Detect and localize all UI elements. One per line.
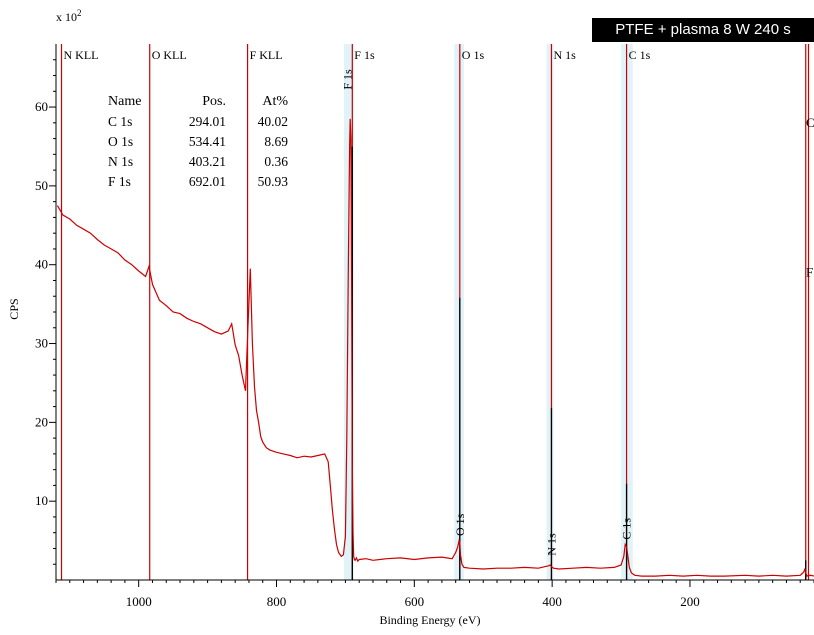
quant-cell-atpct: 50.93 — [257, 174, 288, 189]
quant-cell-pos: 692.01 — [188, 174, 226, 189]
marker-label: F KLL — [250, 48, 283, 62]
region-bands — [344, 44, 633, 580]
quant-cell-name: C 1s — [108, 114, 133, 129]
y-tick-label: 20 — [35, 414, 48, 429]
y-axis-title: CPS — [7, 298, 21, 320]
quant-cell-atpct: 40.02 — [257, 114, 288, 129]
marker-label: N 1s — [553, 48, 576, 62]
quant-cell-name: O 1s — [108, 134, 134, 149]
multiplier-power: 2 — [77, 8, 82, 18]
quant-cell-name: F 1s — [108, 174, 131, 189]
marker-label: N KLL — [64, 48, 99, 62]
marker-label: F 1s — [354, 48, 375, 62]
quant-header-pos: Pos. — [202, 94, 226, 109]
tick-marks: 1000 800 600 400 200 10 20 30 40 50 60 — [35, 59, 814, 609]
y-tick-label: 60 — [35, 99, 48, 114]
quant-header-row: Name Pos. At% — [108, 92, 288, 112]
y-axis-multiplier: x 102 — [56, 8, 82, 25]
x-tick-label: 400 — [542, 594, 562, 609]
y-tick-label: 40 — [35, 257, 48, 272]
quant-cell-pos: 534.41 — [188, 134, 226, 149]
quant-header-name: Name — [108, 94, 142, 109]
quant-row: F 1s 692.01 50.93 — [108, 172, 288, 192]
region-band — [546, 44, 554, 580]
right-edge-label: C — [806, 115, 814, 130]
peak-annotation: F 1s — [340, 69, 354, 90]
multiplier-base: x 10 — [56, 10, 77, 24]
peak-annotations: F 1s O 1s N 1s C 1s C F — [340, 69, 814, 556]
survey-peak-sticks — [351, 146, 807, 580]
marker-label: O KLL — [152, 48, 187, 62]
peak-annotation: O 1s — [453, 513, 467, 536]
peak-annotation: C 1s — [620, 518, 634, 540]
marker-label: O 1s — [462, 48, 485, 62]
quant-cell-atpct: 8.69 — [264, 134, 288, 149]
quant-cell-pos: 294.01 — [188, 114, 226, 129]
region-band — [454, 44, 464, 580]
y-tick-label: 50 — [35, 178, 48, 193]
quant-header-atpct: At% — [262, 94, 288, 109]
x-tick-label: 800 — [267, 594, 287, 609]
y-tick-label: 30 — [35, 336, 48, 351]
quant-row: N 1s 403.21 0.36 — [108, 152, 288, 172]
quant-row: O 1s 534.41 8.69 — [108, 132, 288, 152]
x-tick-label: 1000 — [126, 594, 152, 609]
y-tick-label: 10 — [35, 493, 48, 508]
x-tick-label: 600 — [405, 594, 425, 609]
x-tick-label: 200 — [680, 594, 700, 609]
marker-label: C 1s — [629, 48, 651, 62]
chart-title: PTFE + plasma 8 W 240 s — [592, 18, 814, 42]
quantification-table: Name Pos. At% C 1s 294.01 40.02 O 1s 534… — [108, 92, 288, 192]
quant-row: C 1s 294.01 40.02 — [108, 112, 288, 132]
spectrum-line — [56, 118, 814, 577]
region-band — [344, 44, 354, 580]
quant-cell-pos: 403.21 — [188, 154, 226, 169]
right-edge-label: F — [806, 265, 813, 280]
peak-annotation: N 1s — [544, 533, 558, 556]
quant-cell-name: N 1s — [108, 154, 134, 169]
x-axis-title: Binding Energy (eV) — [379, 613, 481, 627]
quant-cell-atpct: 0.36 — [264, 154, 288, 169]
